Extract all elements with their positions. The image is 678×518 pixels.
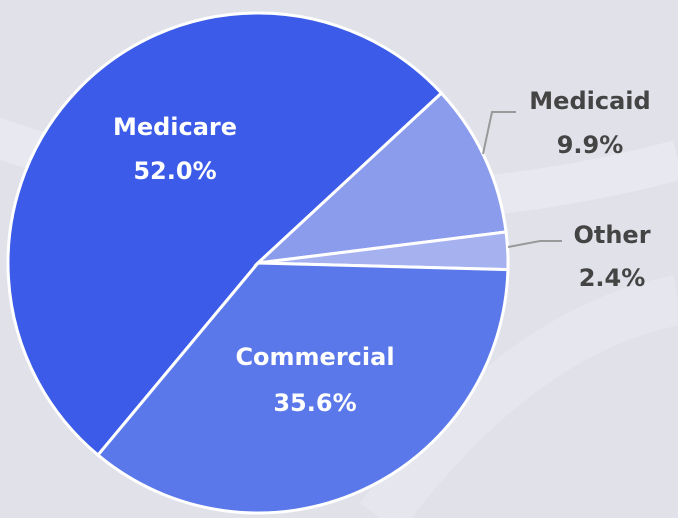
pie-slice <box>253 90 508 266</box>
slice-label: Other <box>573 221 650 249</box>
value-label: 35.6% <box>273 389 356 417</box>
value-label: 52.0% <box>133 157 216 185</box>
pie <box>6 11 510 515</box>
slice-label: Medicare <box>113 113 237 141</box>
pie-slice <box>6 11 444 458</box>
slice-label: Medicaid <box>529 87 650 115</box>
leader-line <box>507 240 562 248</box>
leader-line <box>482 111 516 155</box>
background-swirl <box>359 275 678 518</box>
pie-slice <box>95 261 510 515</box>
value-label: 9.9% <box>557 131 624 159</box>
slice-label: Commercial <box>235 343 394 371</box>
value-label: 2.4% <box>579 264 646 292</box>
